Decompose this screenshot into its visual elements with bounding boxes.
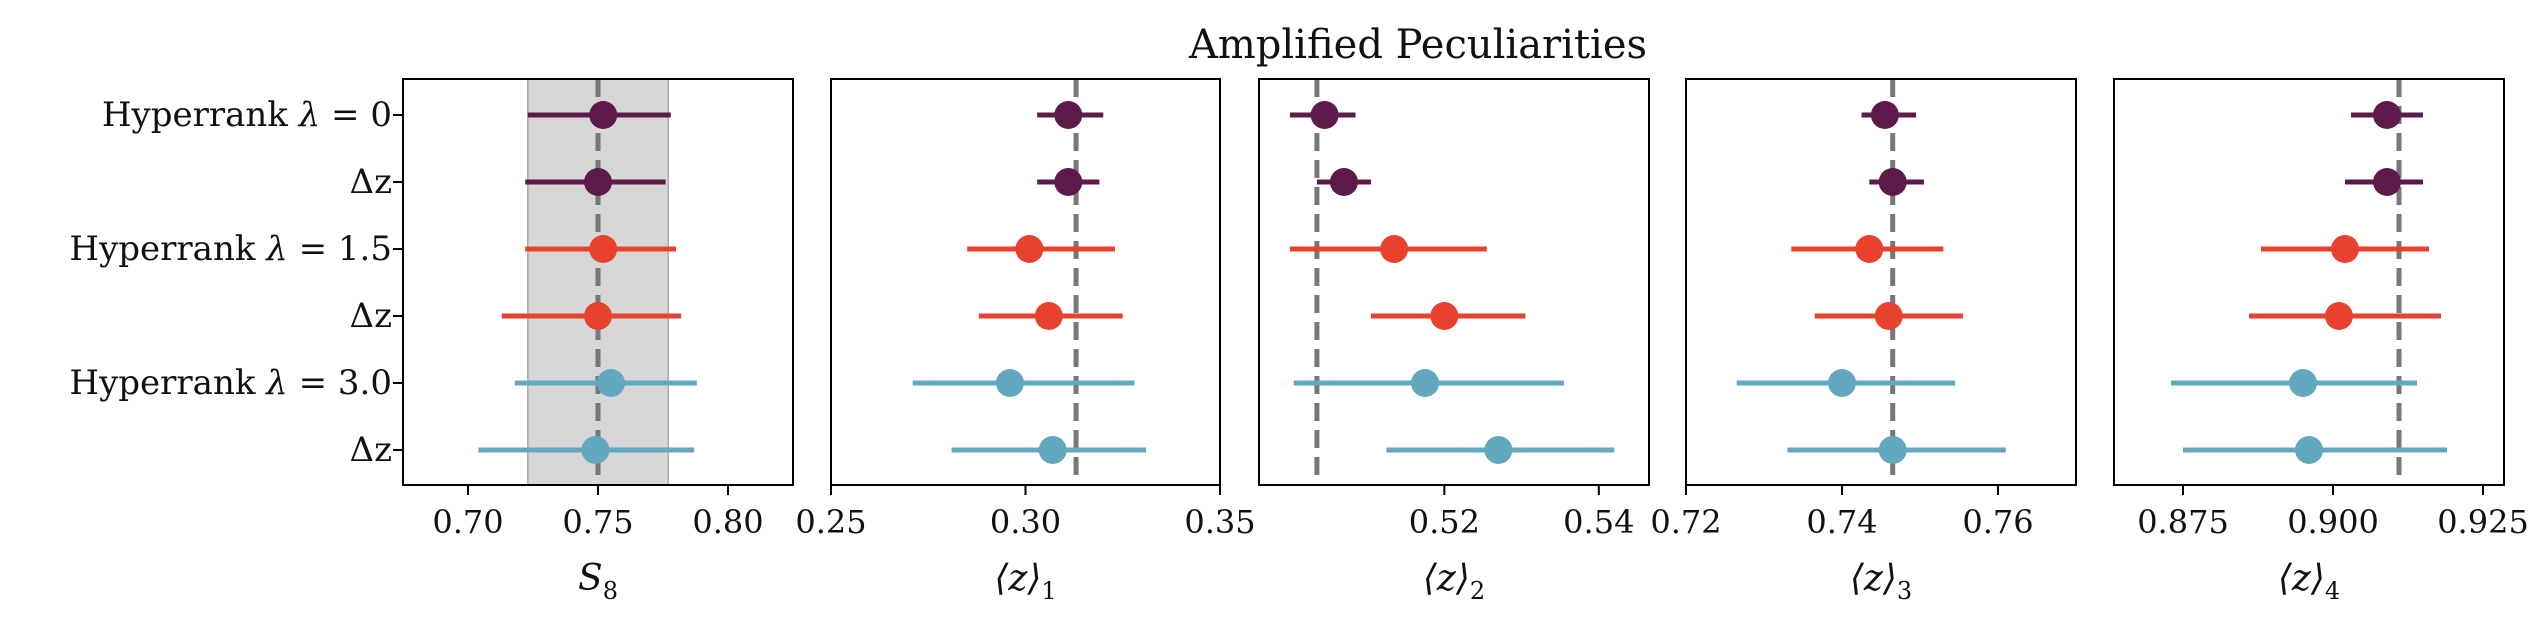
data-point [1310, 101, 1339, 129]
data-point [2331, 235, 2359, 263]
panel-frame [1685, 78, 2077, 486]
panel-content [912, 79, 1147, 485]
panel-4: 0.72 0.74 0.76 ⟨z⟩3 [1650, 78, 2077, 605]
panel-5: 0.875 0.900 0.925 ⟨z⟩4 [2113, 78, 2529, 605]
x-axis-label-subscript: 4 [2325, 577, 2340, 605]
row-labels: Hyperrank λ = 0 Δz Hyperrank λ = 1.5 Δz Hype… [69, 95, 392, 470]
panel-content [1736, 79, 2006, 485]
row-label: Δz [350, 296, 392, 336]
x-axis-label-subscript: 8 [603, 577, 618, 605]
panel-frame [1258, 78, 1650, 486]
row-label-rest: = 1.5 [288, 229, 392, 269]
data-point [1878, 436, 1907, 464]
data-point [1855, 235, 1884, 263]
data-point [1878, 168, 1907, 196]
panel-frame [830, 78, 1221, 486]
data-point [2289, 369, 2317, 397]
x-tick-label: 0.52 [1409, 503, 1480, 541]
panel-content [478, 79, 697, 485]
data-point [1430, 302, 1459, 330]
x-axis-label-subscript: 1 [1041, 577, 1056, 605]
data-point [1484, 436, 1513, 464]
x-tick-label: 0.30 [990, 503, 1061, 541]
row-label: Δz [350, 162, 392, 202]
data-point [1411, 369, 1440, 397]
row-label-rest: = 3.0 [288, 363, 392, 403]
x-axis-label: ⟨z⟩2 [1423, 558, 1485, 605]
data-point [1329, 168, 1358, 196]
row-label-lambda: λ [264, 363, 288, 403]
row-label-lambda: λ [297, 95, 321, 135]
row-label: Hyperrank λ = 1.5 [69, 229, 392, 269]
x-tick-label: 0.74 [1806, 503, 1877, 541]
data-point [1054, 101, 1083, 129]
x-axis-label-subscript: 3 [1897, 577, 1912, 605]
x-tick-label: 0.80 [692, 503, 763, 541]
x-tick-label: 0.875 [2137, 503, 2229, 541]
row-label-lambda: λ [264, 229, 288, 269]
x-tick-label: 0.70 [432, 503, 503, 541]
x-axis-label: ⟨z⟩1 [994, 558, 1056, 605]
row-label: Δz [350, 430, 392, 470]
x-axis-label-main: ⟨z⟩ [994, 558, 1041, 599]
row-label-prefix: Hyperrank [102, 95, 299, 135]
data-point [2295, 436, 2323, 464]
x-tick-label: 0.35 [1184, 503, 1255, 541]
x-tick-label: 0.925 [2437, 503, 2529, 541]
row-label-rest: Δz [350, 162, 392, 202]
x-axis-label-main: ⟨z⟩ [2278, 558, 2325, 599]
panel-2: 0.25 0.30 0.35 ⟨z⟩1 [795, 78, 1256, 605]
data-point [597, 369, 625, 397]
row-label-prefix: Hyperrank [69, 229, 266, 269]
data-point [1054, 168, 1083, 196]
panel-frame [2113, 78, 2505, 486]
panel-content [1289, 79, 1615, 485]
panel-1: 0.70 0.75 0.80 S8 [393, 78, 794, 605]
row-label-prefix: Hyperrank [69, 363, 266, 403]
data-point [1015, 235, 1044, 263]
data-point [584, 302, 612, 330]
data-point [1034, 302, 1063, 330]
data-point [589, 235, 618, 263]
x-axis-label-main: ⟨z⟩ [1850, 558, 1897, 599]
data-point [2373, 168, 2401, 196]
x-axis-label: ⟨z⟩4 [2278, 558, 2340, 605]
data-point [1828, 369, 1856, 397]
x-axis-label: ⟨z⟩3 [1850, 558, 1912, 605]
x-axis-label-subscript: 2 [1470, 577, 1485, 605]
x-tick-label: 0.76 [1962, 503, 2033, 541]
data-point [1874, 302, 1903, 330]
data-point [589, 101, 618, 129]
x-tick-label: 0.900 [2287, 503, 2379, 541]
x-tick-label: 0.54 [1563, 503, 1634, 541]
data-point [581, 436, 610, 464]
panel-3: 0.52 0.54 ⟨z⟩2 [1258, 78, 1650, 605]
x-axis-label-main: ⟨z⟩ [1423, 558, 1470, 599]
x-axis-label: S8 [578, 558, 618, 605]
x-axis-label-main: S [578, 558, 603, 599]
data-point [995, 369, 1024, 397]
row-label-rest: Δz [350, 296, 392, 336]
data-point [1038, 436, 1067, 464]
data-point [1870, 101, 1899, 129]
panel-content [2171, 79, 2447, 485]
data-point [2325, 302, 2353, 330]
x-tick-label: 0.25 [795, 503, 866, 541]
x-tick-label: 0.72 [1650, 503, 1721, 541]
data-point [584, 168, 612, 196]
data-point [2373, 101, 2401, 129]
row-label-rest: = 0 [320, 95, 392, 135]
chart-title: Amplified Peculiarities [1188, 22, 1647, 68]
row-label: Hyperrank λ = 3.0 [69, 363, 392, 403]
data-point [1380, 235, 1409, 263]
row-label: Hyperrank λ = 0 [102, 95, 392, 135]
row-label-rest: Δz [350, 430, 392, 470]
x-tick-label: 0.75 [562, 503, 633, 541]
